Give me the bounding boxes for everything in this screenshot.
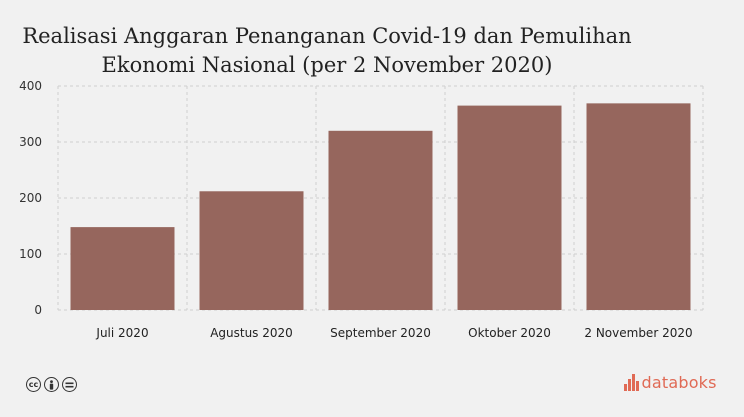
license-icons: cc (26, 377, 77, 392)
bar-4[interactable] (586, 103, 691, 310)
cc-icon[interactable]: cc (26, 377, 41, 392)
chart-title: Realisasi Anggaran Penanganan Covid-19 d… (0, 22, 654, 80)
brand-name: databoks (641, 373, 717, 392)
bar-0[interactable] (70, 227, 175, 310)
bar-1[interactable] (199, 191, 304, 310)
chart-title-line-1: Realisasi Anggaran Penanganan Covid-19 d… (22, 24, 632, 48)
chart-title-line-2: Ekonomi Nasional (per 2 November 2020) (101, 53, 553, 77)
databoks-mark-icon (624, 374, 639, 391)
databoks-logo[interactable]: databoks (624, 373, 717, 392)
bar-2[interactable] (328, 130, 433, 310)
nd-icon[interactable] (62, 377, 77, 392)
x-tick-label-3: Oktober 2020 (468, 326, 551, 340)
y-tick-label-3: 300 (19, 135, 42, 149)
x-tick-label-2: September 2020 (330, 326, 431, 340)
y-tick-label-0: 0 (34, 303, 42, 317)
x-tick-label-1: Agustus 2020 (210, 326, 293, 340)
x-tick-label-0: Juli 2020 (95, 326, 148, 340)
bar-3[interactable] (457, 105, 562, 310)
y-tick-label-4: 400 (19, 79, 42, 93)
x-tick-label-4: 2 November 2020 (584, 326, 692, 340)
y-tick-label-1: 100 (19, 247, 42, 261)
by-icon[interactable] (44, 377, 59, 392)
y-tick-label-2: 200 (19, 191, 42, 205)
